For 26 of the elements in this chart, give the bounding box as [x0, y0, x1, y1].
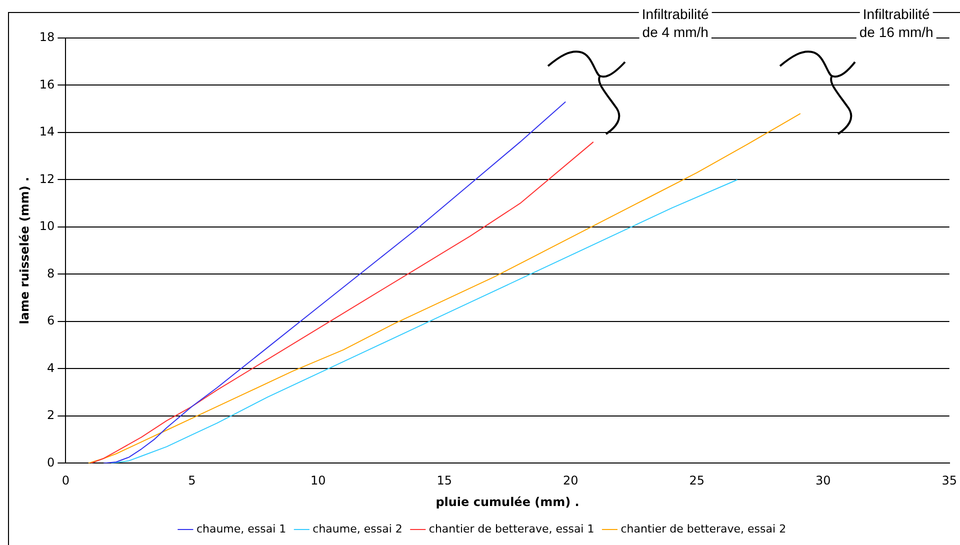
y-tick-label: 16 — [39, 77, 55, 92]
x-axis-title: pluie cumulée (mm) . — [436, 494, 580, 509]
legend-label: chaume, essai 1 — [196, 522, 286, 536]
x-tick-label: 10 — [310, 474, 326, 488]
y-tick-label: 12 — [39, 172, 55, 186]
x-tick-label: 25 — [689, 474, 705, 488]
legend-label: chantier de betterave, essai 2 — [620, 522, 786, 536]
x-tick-label: 15 — [436, 474, 452, 488]
y-tick-label: 4 — [47, 360, 55, 375]
annotation: Infiltrabilité de 4 mm/h — [642, 6, 710, 40]
y-tick-label: 0 — [47, 455, 55, 470]
x-tick-label: 0 — [62, 474, 70, 488]
y-tick-label: 14 — [39, 124, 55, 139]
x-tick-label: 5 — [188, 474, 196, 488]
y-tick-label: 2 — [47, 408, 55, 422]
x-tick-label: 35 — [942, 474, 958, 488]
legend-label: chaume, essai 2 — [312, 522, 402, 536]
y-tick-label: 18 — [39, 30, 55, 44]
legend-label: chantier de betterave, essai 1 — [428, 522, 594, 536]
x-tick-label: 30 — [815, 474, 831, 488]
y-axis-title: lame ruisselée (mm) . — [17, 176, 32, 324]
annotation: Infiltrabilité de 16 mm/h — [859, 6, 934, 40]
y-tick-label: 6 — [47, 314, 55, 328]
y-tick-label: 8 — [47, 266, 55, 280]
y-tick-label: 10 — [39, 219, 55, 234]
x-tick-label: 20 — [563, 474, 578, 488]
